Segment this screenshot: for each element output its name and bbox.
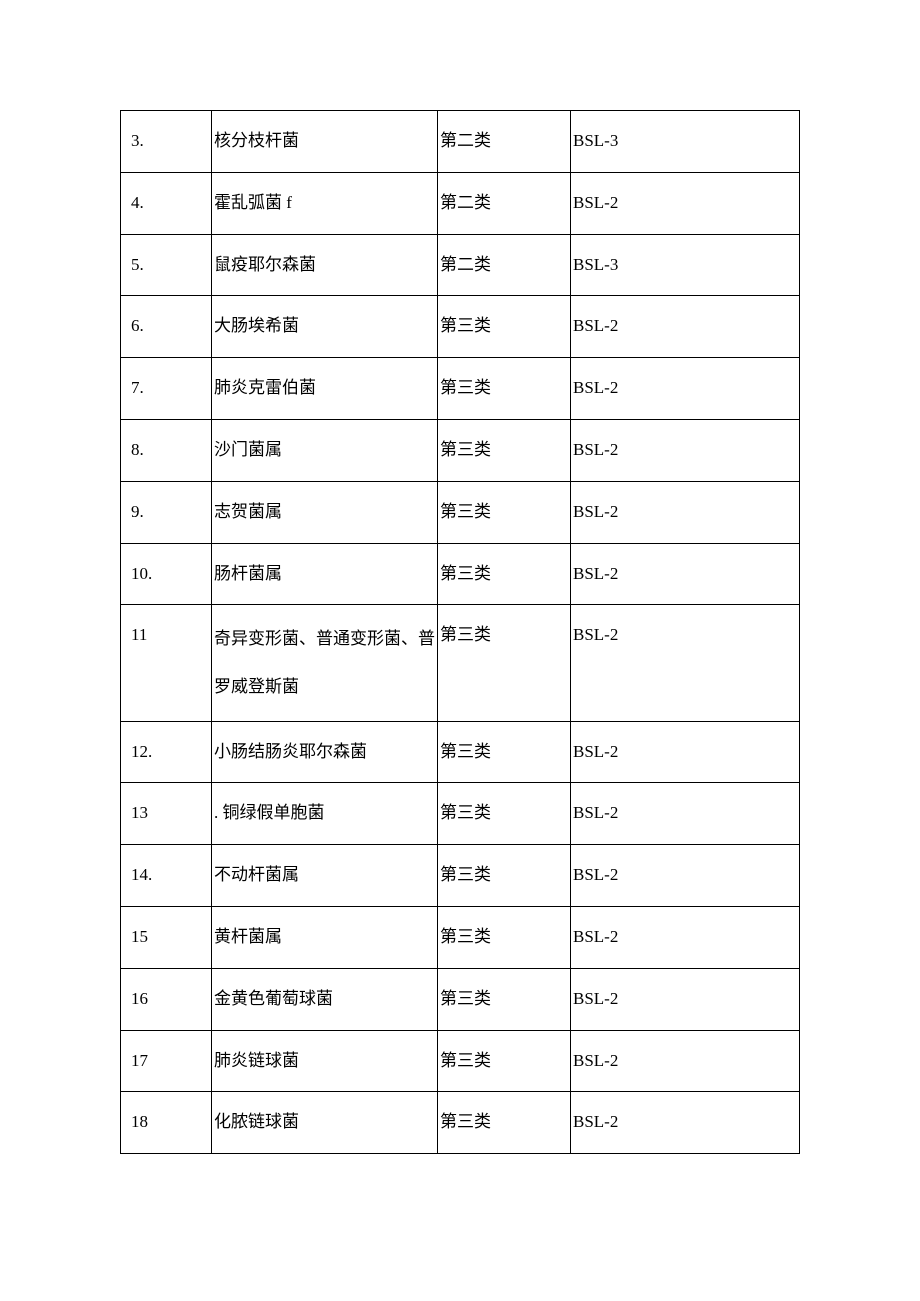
table-row: 6.大肠埃希菌第三类BSL-2 [121,296,800,358]
cell-name: . 铜绿假单胞菌 [212,783,438,845]
table-row: 12.小肠结肠炎耶尔森菌第三类BSL-2 [121,721,800,783]
cell-category: 第三类 [438,419,571,481]
pathogen-table: 3.核分枝杆菌第二类BSL-34.霍乱弧菌 f第二类BSL-25.鼠疫耶尔森菌第… [120,110,800,1154]
cell-name: 沙门菌属 [212,419,438,481]
cell-category: 第三类 [438,721,571,783]
cell-category: 第二类 [438,234,571,296]
table-row: 9.志贺菌属第三类BSL-2 [121,481,800,543]
cell-bsl: BSL-2 [571,605,800,721]
cell-number: 15 [121,906,212,968]
table-row: 4.霍乱弧菌 f第二类BSL-2 [121,172,800,234]
cell-category: 第三类 [438,906,571,968]
cell-category: 第三类 [438,845,571,907]
cell-category: 第三类 [438,605,571,721]
cell-category: 第三类 [438,1092,571,1154]
cell-number: 11 [121,605,212,721]
cell-bsl: BSL-2 [571,358,800,420]
cell-number: 17 [121,1030,212,1092]
cell-number: 18 [121,1092,212,1154]
cell-category: 第二类 [438,111,571,173]
page-container: 3.核分枝杆菌第二类BSL-34.霍乱弧菌 f第二类BSL-25.鼠疫耶尔森菌第… [0,0,920,1274]
cell-number: 5. [121,234,212,296]
table-row: 17肺炎链球菌第三类BSL-2 [121,1030,800,1092]
cell-category: 第三类 [438,1030,571,1092]
table-row: 3.核分枝杆菌第二类BSL-3 [121,111,800,173]
cell-bsl: BSL-2 [571,1030,800,1092]
cell-name: 化脓链球菌 [212,1092,438,1154]
cell-category: 第三类 [438,783,571,845]
cell-bsl: BSL-2 [571,481,800,543]
cell-category: 第三类 [438,358,571,420]
cell-number: 14. [121,845,212,907]
table-row: 11奇异变形菌、普通变形菌、普罗威登斯菌第三类BSL-2 [121,605,800,721]
table-row: 7.肺炎克雷伯菌第三类BSL-2 [121,358,800,420]
cell-name: 小肠结肠炎耶尔森菌 [212,721,438,783]
cell-bsl: BSL-3 [571,234,800,296]
table-row: 16金黄色葡萄球菌第三类BSL-2 [121,968,800,1030]
table-row: 10.肠杆菌属第三类BSL-2 [121,543,800,605]
table-row: 13. 铜绿假单胞菌第三类BSL-2 [121,783,800,845]
table-row: 14.不动杆菌属第三类BSL-2 [121,845,800,907]
cell-name: 肺炎克雷伯菌 [212,358,438,420]
table-row: 8.沙门菌属第三类BSL-2 [121,419,800,481]
cell-bsl: BSL-2 [571,296,800,358]
cell-number: 3. [121,111,212,173]
cell-category: 第三类 [438,968,571,1030]
cell-name: 金黄色葡萄球菌 [212,968,438,1030]
cell-number: 7. [121,358,212,420]
cell-name: 奇异变形菌、普通变形菌、普罗威登斯菌 [212,605,438,721]
cell-number: 6. [121,296,212,358]
cell-category: 第二类 [438,172,571,234]
cell-name: 肠杆菌属 [212,543,438,605]
cell-bsl: BSL-2 [571,721,800,783]
cell-name: 大肠埃希菌 [212,296,438,358]
table-row: 15黄杆菌属第三类BSL-2 [121,906,800,968]
cell-category: 第三类 [438,543,571,605]
cell-bsl: BSL-2 [571,172,800,234]
cell-bsl: BSL-3 [571,111,800,173]
cell-category: 第三类 [438,296,571,358]
cell-name: 核分枝杆菌 [212,111,438,173]
cell-name: 鼠疫耶尔森菌 [212,234,438,296]
cell-number: 16 [121,968,212,1030]
cell-number: 13 [121,783,212,845]
cell-name: 志贺菌属 [212,481,438,543]
cell-bsl: BSL-2 [571,968,800,1030]
cell-number: 4. [121,172,212,234]
cell-number: 8. [121,419,212,481]
cell-name: 霍乱弧菌 f [212,172,438,234]
cell-name: 肺炎链球菌 [212,1030,438,1092]
cell-bsl: BSL-2 [571,419,800,481]
cell-name: 黄杆菌属 [212,906,438,968]
table-row: 5.鼠疫耶尔森菌第二类BSL-3 [121,234,800,296]
cell-bsl: BSL-2 [571,906,800,968]
cell-bsl: BSL-2 [571,543,800,605]
cell-bsl: BSL-2 [571,845,800,907]
table-row: 18化脓链球菌第三类BSL-2 [121,1092,800,1154]
cell-bsl: BSL-2 [571,783,800,845]
cell-number: 9. [121,481,212,543]
cell-bsl: BSL-2 [571,1092,800,1154]
cell-category: 第三类 [438,481,571,543]
cell-number: 12. [121,721,212,783]
cell-number: 10. [121,543,212,605]
table-body: 3.核分枝杆菌第二类BSL-34.霍乱弧菌 f第二类BSL-25.鼠疫耶尔森菌第… [121,111,800,1154]
cell-name: 不动杆菌属 [212,845,438,907]
